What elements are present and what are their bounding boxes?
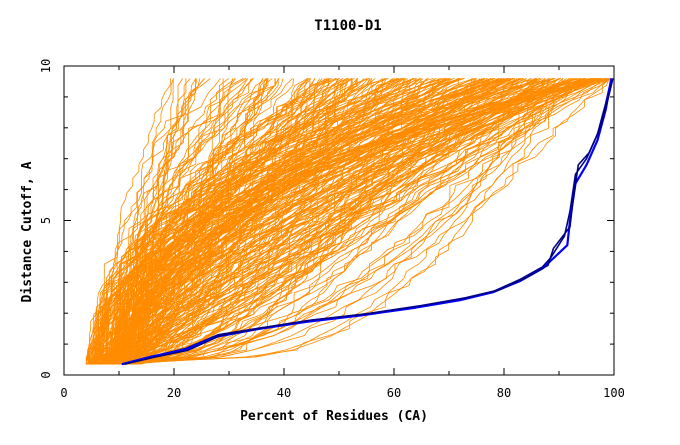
model-curve [121, 78, 268, 365]
model-curve [105, 78, 174, 365]
model-curve [104, 78, 484, 365]
model-curve [93, 78, 492, 365]
model-curve [111, 78, 408, 365]
model-curve [90, 78, 613, 365]
chart-title: T1100-D1 [314, 18, 381, 34]
model-curve [139, 78, 598, 365]
model-curve [125, 78, 603, 365]
y-tick-label: 0 [39, 371, 53, 378]
model-curve [139, 78, 592, 365]
model-curve [132, 78, 450, 365]
model-curve [114, 78, 599, 365]
model-curve [123, 78, 268, 365]
model-curve [112, 78, 599, 365]
x-axis-label: Percent of Residues (CA) [240, 409, 428, 424]
model-curve [103, 78, 421, 365]
model-curve [96, 78, 539, 365]
model-curve [87, 78, 422, 365]
model-curve [127, 78, 537, 365]
model-curve [127, 78, 355, 365]
model-curve [94, 78, 596, 365]
model-curve [104, 78, 331, 365]
model-curve [91, 78, 606, 365]
model-curve [106, 78, 486, 365]
model-curve [116, 78, 496, 365]
x-tick-label: 20 [167, 386, 181, 400]
model-curve [111, 78, 325, 365]
model-curve [108, 78, 600, 365]
highlight-curve-3 [124, 78, 614, 365]
x-tick-label: 80 [497, 386, 511, 400]
y-tick-label: 5 [39, 217, 53, 224]
model-curve [132, 78, 477, 365]
x-tick-label: 60 [387, 386, 401, 400]
model-curve [89, 78, 494, 365]
model-curve [133, 78, 478, 365]
highlight-lines [121, 78, 614, 366]
model-curve [90, 78, 284, 365]
model-curve [136, 78, 387, 365]
model-curve [110, 78, 484, 365]
model-curve [122, 78, 502, 365]
model-curve [89, 78, 370, 365]
model-curve [133, 78, 329, 365]
model-curve [113, 78, 580, 365]
model-curve [87, 78, 503, 365]
model-curve [100, 78, 598, 365]
model-curve [95, 78, 316, 365]
x-tick-label: 0 [60, 386, 67, 400]
model-curve [89, 78, 197, 365]
model-curve [90, 78, 552, 365]
model-curve [105, 78, 328, 365]
model-curve [99, 78, 614, 365]
model-curve [130, 78, 309, 365]
model-curve [91, 78, 564, 365]
x-tick-label: 100 [603, 386, 625, 400]
model-curve [98, 78, 211, 365]
model-curve [123, 78, 610, 365]
model-curve [133, 78, 353, 365]
model-curve [111, 78, 389, 365]
model-curve [135, 78, 323, 365]
model-curve [90, 78, 394, 365]
model-curve [88, 78, 536, 365]
model-curve [126, 78, 491, 365]
model-curve [100, 78, 429, 365]
model-curve [90, 78, 174, 365]
y-axis-label: Distance Cutoff, A [20, 161, 35, 302]
model-curve [112, 78, 221, 365]
line-bundle [85, 78, 614, 365]
model-curve [136, 78, 348, 365]
model-curve [138, 78, 460, 365]
axis-ticks: 0 20 40 60 80 100 0 5 10 [39, 59, 625, 400]
model-curve [117, 78, 429, 365]
model-curve [93, 78, 448, 365]
model-curve [128, 78, 583, 365]
model-curve [101, 78, 252, 365]
x-tick-label: 40 [277, 386, 291, 400]
model-curve [88, 78, 559, 365]
model-curve [103, 78, 571, 365]
model-curve [86, 78, 371, 365]
y-tick-label: 10 [39, 59, 53, 73]
